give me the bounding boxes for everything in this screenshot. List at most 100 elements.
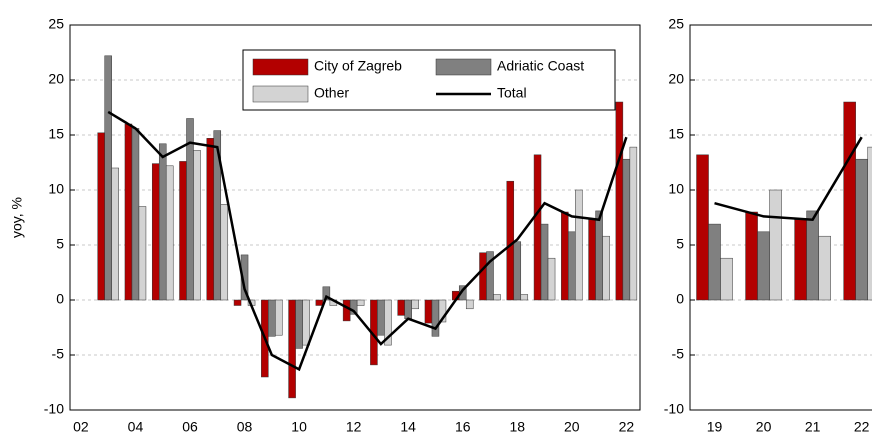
bar (520, 294, 529, 301)
y-tick-label: 5 (56, 236, 64, 252)
legend-label: Adriatic Coast (497, 58, 584, 74)
y-tick-label: -5 (672, 346, 685, 362)
x-tick-label: 12 (346, 419, 362, 435)
y-tick-label: 0 (676, 291, 684, 307)
bar (158, 143, 167, 301)
x-tick-label: 21 (805, 419, 821, 435)
bar (97, 132, 105, 301)
x-tick-label: 20 (756, 419, 772, 435)
bar (708, 223, 721, 301)
bar (561, 211, 569, 301)
y-tick-label: 20 (48, 71, 64, 87)
bar (220, 204, 229, 301)
x-tick-label: 10 (291, 419, 307, 435)
y-tick-label: 5 (676, 236, 684, 252)
x-tick-label: 02 (73, 419, 89, 435)
bar (745, 211, 758, 301)
x-tick-label: 06 (182, 419, 198, 435)
bar (843, 101, 856, 301)
y-tick-label: 20 (668, 71, 684, 87)
x-tick-label: 18 (509, 419, 525, 435)
y-tick-label: 10 (48, 181, 64, 197)
y-axis-label: yoy, % (9, 197, 25, 238)
y-tick-label: -10 (44, 401, 64, 417)
bar (186, 118, 194, 301)
bar (179, 161, 187, 301)
bar (424, 299, 433, 324)
bar (867, 146, 872, 301)
legend-label: City of Zagreb (314, 58, 402, 74)
bar (622, 158, 631, 301)
bar (104, 55, 112, 301)
bar (757, 231, 770, 301)
bar (275, 299, 283, 336)
bar (315, 299, 324, 306)
bar (240, 254, 249, 301)
bar (568, 231, 576, 301)
x-tick-label: 14 (400, 419, 416, 435)
bar (513, 241, 522, 301)
bar (769, 189, 782, 301)
bar (533, 154, 542, 301)
bar (818, 235, 831, 301)
y-tick-label: 25 (668, 16, 684, 32)
x-tick-label: 04 (128, 419, 144, 435)
bar (111, 167, 119, 301)
bar (629, 146, 638, 301)
bar (397, 299, 405, 316)
x-tick-label: 16 (455, 419, 471, 435)
line (107, 110, 628, 372)
bar (506, 180, 515, 301)
bar (540, 223, 549, 301)
bar (465, 299, 474, 310)
legend-label: Total (497, 85, 527, 101)
bar (575, 189, 583, 301)
y-tick-label: 15 (48, 126, 64, 142)
bar (342, 299, 351, 322)
x-tick-label: 22 (619, 419, 635, 435)
bar (493, 294, 501, 301)
bar (411, 299, 419, 310)
plot-frame (689, 24, 872, 411)
bar (124, 123, 133, 301)
bar (151, 163, 160, 301)
bar (295, 299, 303, 349)
bar (349, 299, 358, 315)
legend-swatch (252, 85, 309, 103)
plot-frame (69, 24, 641, 411)
legend-swatch (252, 58, 309, 76)
x-tick-label: 22 (854, 419, 870, 435)
panel: -10 -5 0 5 10 15 20 25 19 20 21 22 (664, 16, 872, 435)
bar (794, 219, 807, 301)
bar (431, 299, 440, 337)
bar (302, 299, 310, 346)
bar (458, 285, 467, 301)
line (714, 136, 863, 221)
y-tick-label: 15 (668, 126, 684, 142)
bar (547, 257, 556, 301)
bar (595, 210, 603, 301)
y-tick-label: -5 (52, 346, 65, 362)
y-tick-label: 0 (56, 291, 64, 307)
bar (479, 252, 487, 301)
bar (855, 158, 868, 301)
y-tick-label: 25 (48, 16, 64, 32)
bar (233, 299, 242, 306)
bar (288, 299, 296, 399)
bar (165, 165, 174, 301)
bar (206, 138, 215, 301)
bar (696, 154, 709, 301)
bar (384, 299, 392, 346)
bar (268, 299, 276, 337)
bar (138, 206, 147, 301)
bar (806, 210, 819, 301)
bar (377, 299, 385, 336)
legend-swatch (435, 58, 492, 76)
y-tick-label: -10 (664, 401, 684, 417)
bar (356, 299, 365, 306)
x-tick-label: 20 (564, 419, 580, 435)
x-tick-label: 19 (707, 419, 723, 435)
x-tick-label: 08 (237, 419, 253, 435)
y-tick-label: 10 (668, 181, 684, 197)
